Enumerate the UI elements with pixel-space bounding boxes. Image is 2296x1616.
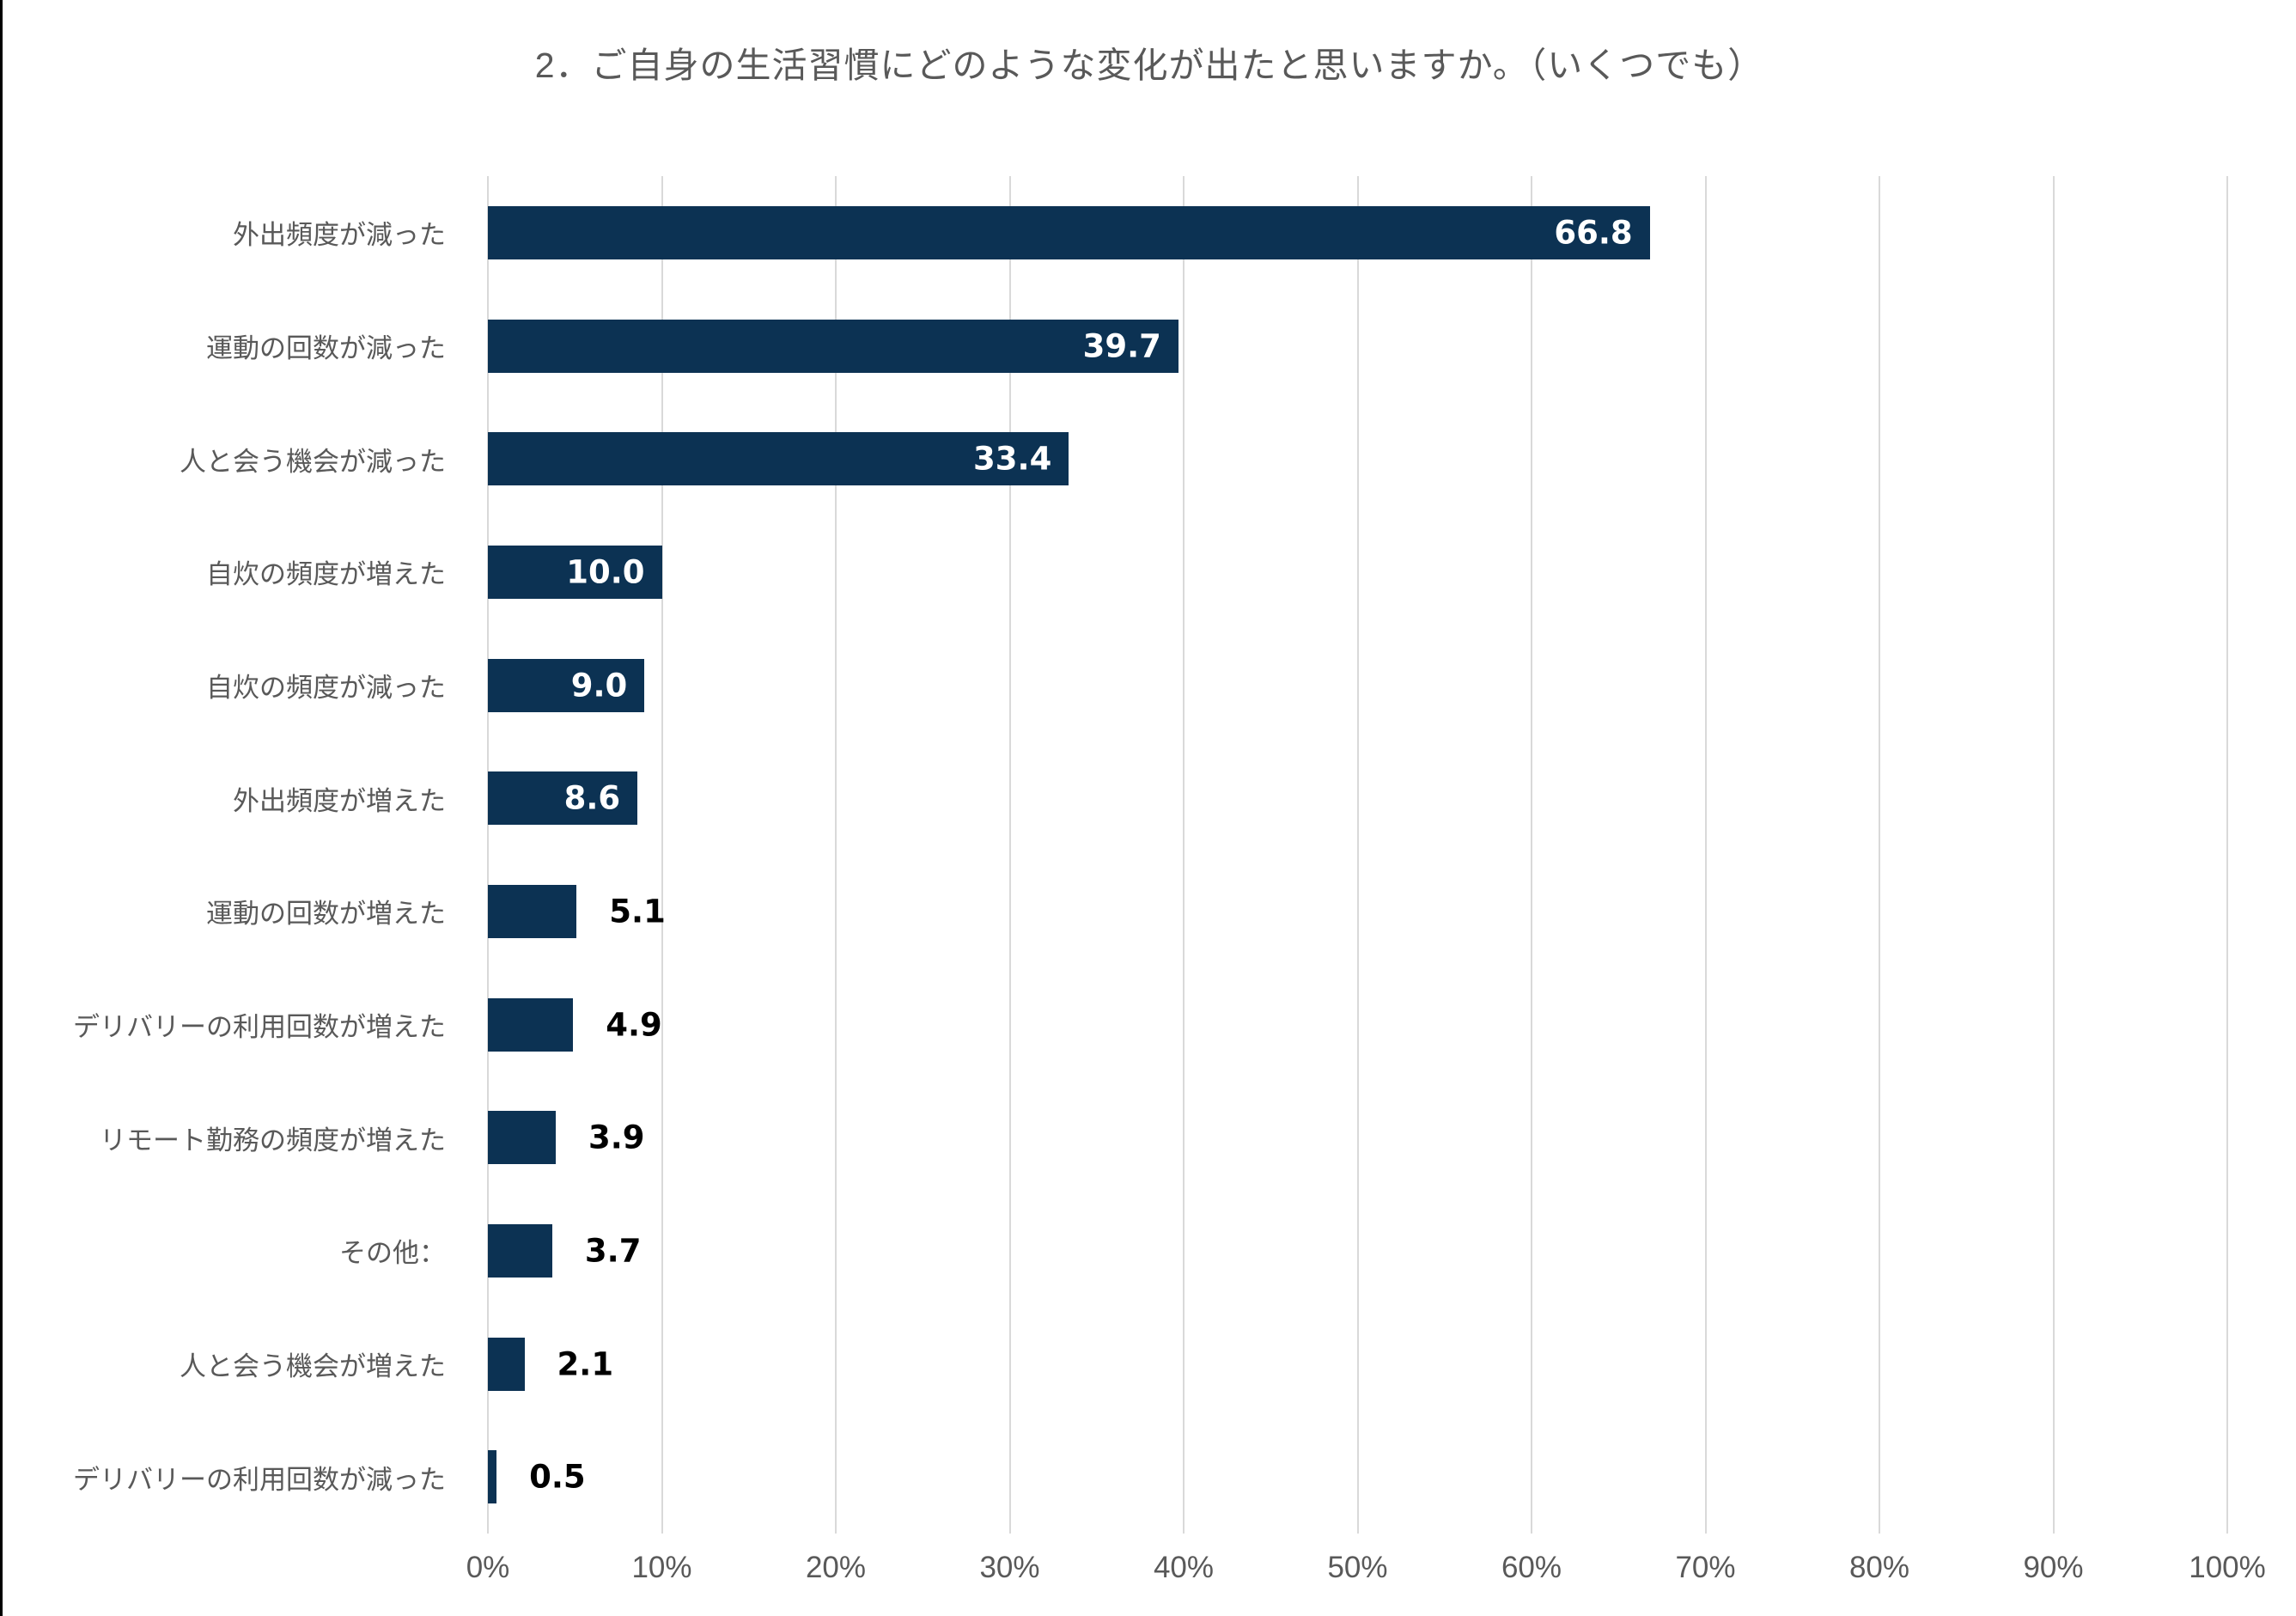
x-tick-label: 60% [1501,1551,1562,1584]
bar [488,319,1178,373]
value-label: 2.1 [557,1345,614,1383]
category-label: リモート勤務の頻度が増えた [100,1125,446,1156]
x-tick-label: 70% [1675,1551,1736,1584]
bar [488,1223,552,1278]
bar [488,884,577,938]
bar-row: 9.0 [488,629,2227,742]
gridline [1183,176,1185,1534]
bar [488,545,662,599]
gridline [835,176,837,1534]
value-label: 39.7 [1082,327,1161,364]
category-label: 自炊の頻度が増えた [206,559,446,590]
x-tick-label: 0% [466,1551,510,1584]
value-label: 8.6 [563,779,621,817]
bar-row: 3.7 [488,1194,2227,1308]
category-label: 外出頻度が増えた [233,785,446,816]
gridline [1879,176,1880,1534]
bar [488,205,1650,259]
category-label: 運動の回数が増えた [206,899,446,930]
plot-area: 66.8 39.7 33.4 10.0 9.0 8.6 5.1 4.9 3.9 3.7 2.1 0.5 [487,176,2228,1534]
value-label: 3.7 [584,1232,642,1270]
bar-row: 4.9 [488,968,2227,1082]
bar-row: 10.0 [488,515,2227,629]
bar-row: 5.1 [488,855,2227,968]
bar [488,658,645,712]
gridline [487,176,489,1534]
category-label: デリバリーの利用回数が減った [73,1464,446,1495]
gridline [2052,176,2055,1534]
x-tick-label: 50% [1327,1551,1388,1584]
bar-row: 0.5 [488,1420,2227,1534]
x-tick-label: 80% [1848,1551,1910,1584]
category-label: その他： [339,1238,446,1269]
value-label: 10.0 [566,553,645,591]
gridline [1704,176,1707,1534]
category-labels-column: 外出頻度が減った運動の回数が減った人と会う機会が減った自炊の頻度が増えた 自炊の頻… [3,176,466,1534]
value-label: 3.9 [588,1119,645,1156]
value-label: 4.9 [606,1006,662,1044]
x-tick-label: 10% [631,1551,692,1584]
category-label: 人と会う機会が減った [180,446,446,477]
category-label: 自炊の頻度が減った [206,673,446,704]
gridline [2226,176,2228,1534]
value-label: 5.1 [609,893,666,930]
gridline [1008,176,1011,1534]
chart-title: 2．ご自身の生活習慣にどのような変化が出たと思いますか。（いくつでも） [534,46,1764,85]
bar-row: 33.4 [488,402,2227,515]
category-label: 外出頻度が減った [233,220,446,251]
bar-rows: 66.8 39.7 33.4 10.0 9.0 8.6 5.1 4.9 3.9 3.7 2.1 0.5 [488,176,2227,1534]
bar [488,432,1069,486]
value-label: 0.5 [529,1458,586,1496]
category-label: 人と会う機会が増えた [180,1351,446,1382]
value-label: 66.8 [1554,214,1633,252]
gridline [1531,176,1532,1534]
category-label: デリバリーの利用回数が増えた [73,1012,446,1043]
bar-row: 66.8 [488,176,2227,290]
bar [488,1111,556,1165]
x-axis: 0% 10% 20% 30% 40% 50% 60% 70% 80% 90% 100% [466,1544,2266,1595]
bar [488,1337,525,1391]
x-tick-label: 20% [805,1551,867,1584]
bar [488,1450,497,1504]
bar-row: 3.9 [488,1081,2227,1194]
x-tick-label: 100% [2189,1551,2266,1584]
bar [488,771,638,826]
bar-row: 8.6 [488,741,2227,855]
x-tick-label: 40% [1153,1551,1215,1584]
x-tick-label: 90% [2023,1551,2084,1584]
gridline [1356,176,1359,1534]
bar-row: 2.1 [488,1308,2227,1421]
value-label: 33.4 [973,440,1052,478]
category-label: 運動の回数が減った [206,333,446,363]
value-label: 9.0 [570,667,628,704]
bar-row: 39.7 [488,290,2227,403]
gridline [661,176,663,1534]
x-tick-label: 30% [979,1551,1040,1584]
bar [488,997,574,1052]
